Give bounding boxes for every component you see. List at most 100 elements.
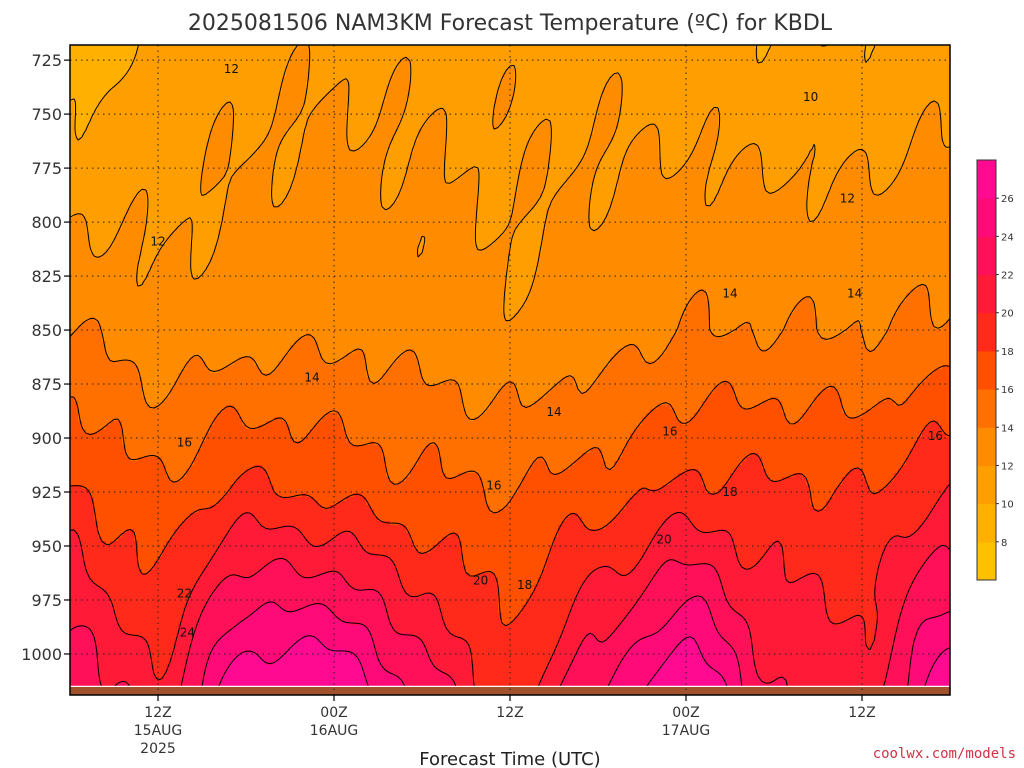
field-cell	[94, 57, 99, 62]
field-cell	[250, 121, 255, 126]
field-cell	[110, 109, 115, 114]
field-cell	[582, 45, 587, 50]
field-cell	[522, 77, 527, 82]
field-cell	[730, 81, 735, 86]
field-cell	[366, 117, 371, 122]
field-cell	[322, 61, 327, 66]
field-cell	[618, 117, 623, 122]
field-cell	[550, 81, 555, 86]
field-cell	[134, 105, 139, 110]
field-cell	[382, 53, 387, 58]
field-cell	[930, 93, 935, 98]
field-cell	[858, 73, 863, 78]
field-cell	[254, 81, 259, 86]
field-cell	[106, 129, 111, 134]
field-cell	[374, 97, 379, 102]
field-cell	[514, 65, 519, 70]
field-cell	[134, 133, 139, 138]
field-cell	[750, 125, 755, 130]
field-cell	[858, 121, 863, 126]
field-cell	[142, 113, 147, 118]
field-cell	[162, 77, 167, 82]
field-cell	[374, 85, 379, 90]
field-cell	[314, 101, 319, 106]
field-cell	[350, 125, 355, 130]
field-cell	[438, 45, 443, 50]
field-cell	[150, 77, 155, 82]
field-cell	[278, 125, 283, 130]
field-cell	[634, 49, 639, 54]
field-cell	[862, 109, 867, 114]
field-cell	[226, 73, 231, 78]
field-cell	[734, 57, 739, 62]
field-cell	[550, 73, 555, 78]
field-cell	[542, 113, 547, 118]
field-cell	[234, 97, 239, 102]
field-cell	[722, 129, 727, 134]
field-cell	[346, 73, 351, 78]
field-cell	[338, 73, 343, 78]
field-cell	[738, 113, 743, 118]
field-cell	[778, 77, 783, 82]
field-cell	[838, 93, 843, 98]
field-cell	[854, 61, 859, 66]
field-cell	[118, 77, 123, 82]
field-cell	[402, 61, 407, 66]
field-cell	[774, 125, 779, 130]
field-cell	[618, 121, 623, 126]
field-cell	[434, 65, 439, 70]
field-cell	[114, 89, 119, 94]
field-cell	[374, 105, 379, 110]
field-cell	[870, 61, 875, 66]
field-cell	[882, 53, 887, 58]
field-cell	[878, 77, 883, 82]
field-cell	[482, 57, 487, 62]
field-cell	[330, 49, 335, 54]
field-cell	[486, 113, 491, 118]
field-cell	[862, 101, 867, 106]
field-cell	[382, 129, 387, 134]
field-cell	[918, 89, 923, 94]
field-cell	[318, 121, 323, 126]
field-cell	[378, 49, 383, 54]
field-cell	[102, 57, 107, 62]
field-cell	[782, 101, 787, 106]
field-cell	[374, 109, 379, 114]
field-cell	[702, 129, 707, 134]
field-cell	[518, 65, 523, 70]
field-cell	[178, 61, 183, 66]
field-cell	[734, 113, 739, 118]
field-cell	[870, 101, 875, 106]
field-cell	[302, 49, 307, 54]
field-cell	[82, 73, 87, 78]
field-cell	[330, 65, 335, 70]
field-cell	[494, 65, 499, 70]
field-cell	[610, 69, 615, 74]
field-cell	[274, 93, 279, 98]
field-cell	[750, 97, 755, 102]
field-cell	[698, 77, 703, 82]
field-cell	[730, 53, 735, 58]
field-cell	[622, 69, 627, 74]
field-cell	[702, 65, 707, 70]
field-cell	[398, 93, 403, 98]
field-cell	[650, 133, 655, 138]
field-cell	[378, 125, 383, 130]
field-cell	[846, 121, 851, 126]
field-cell	[822, 85, 827, 90]
field-cell	[82, 109, 87, 114]
field-cell	[546, 61, 551, 66]
field-cell	[726, 117, 731, 122]
field-cell	[858, 117, 863, 122]
field-cell	[410, 105, 415, 110]
field-cell	[342, 129, 347, 134]
field-cell	[394, 49, 399, 54]
field-cell	[94, 129, 99, 134]
field-cell	[262, 117, 267, 122]
field-cell	[326, 45, 331, 50]
field-cell	[922, 61, 927, 66]
field-cell	[558, 93, 563, 98]
field-cell	[538, 105, 543, 110]
field-cell	[846, 97, 851, 102]
field-cell	[510, 49, 515, 54]
